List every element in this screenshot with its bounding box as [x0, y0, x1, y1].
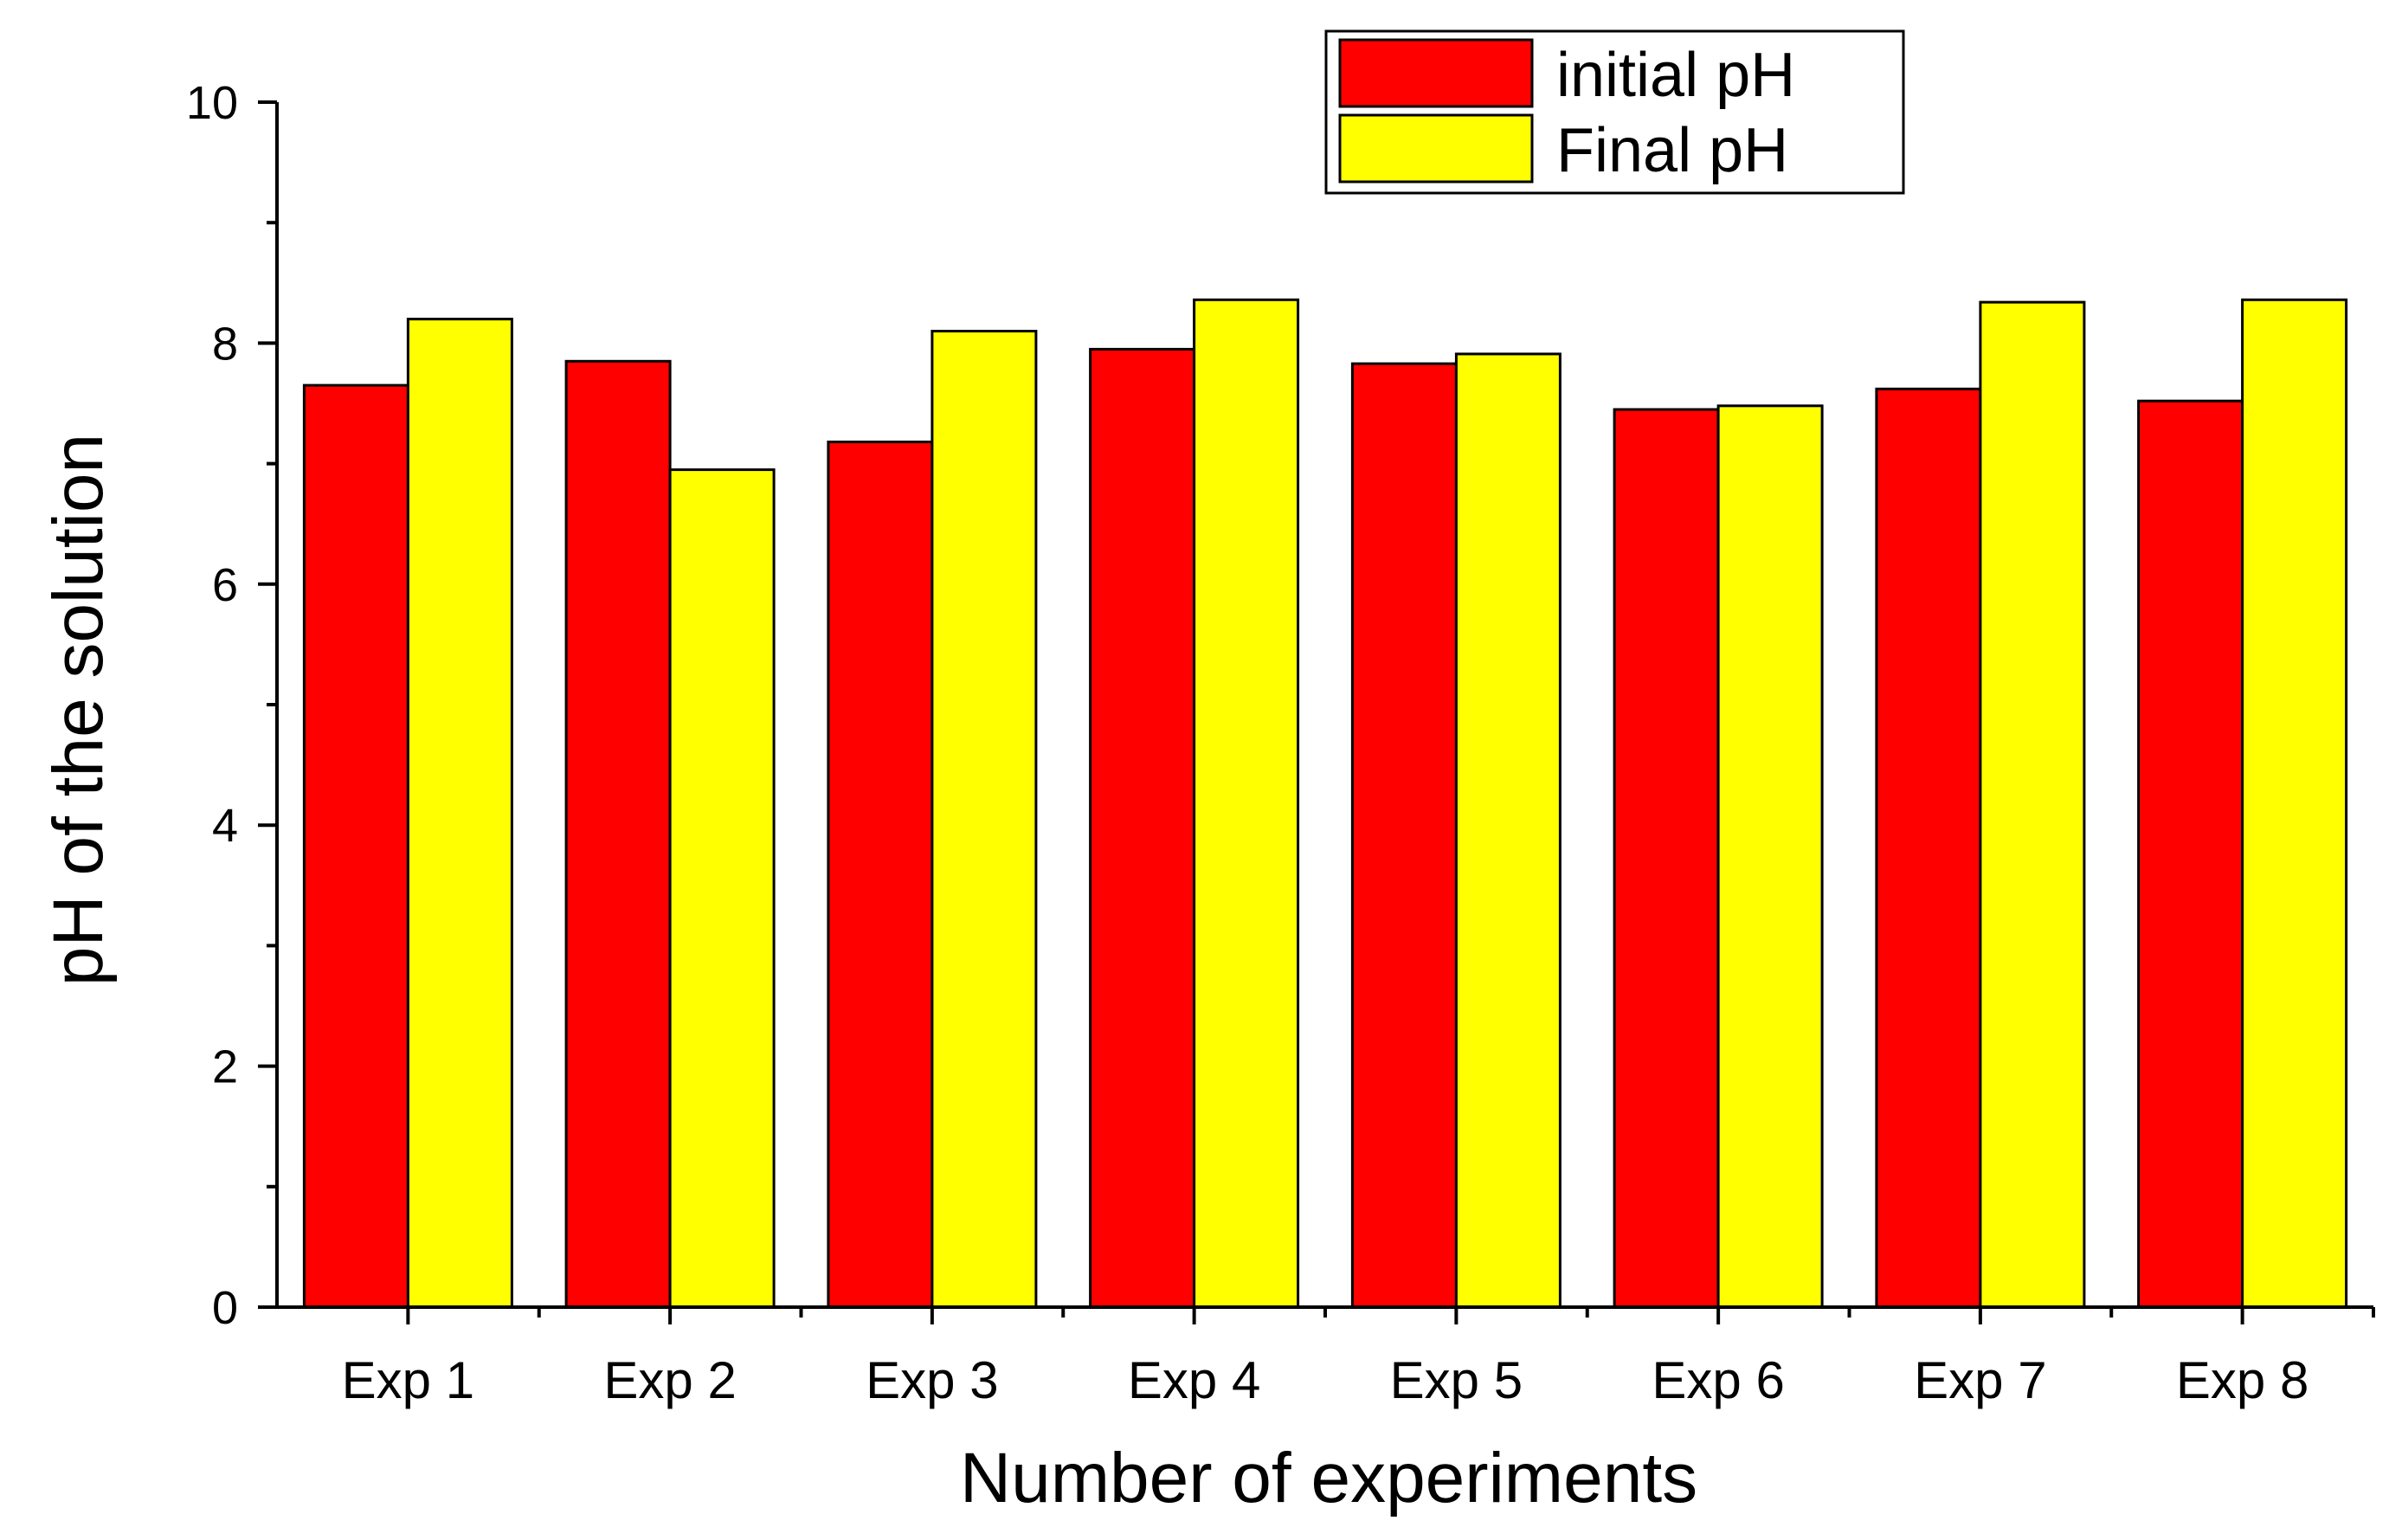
bar-final-ph-exp-6 — [1716, 404, 1824, 1309]
bar-initial-ph-exp-8 — [2137, 399, 2244, 1309]
bar-initial-ph-exp-1 — [302, 383, 409, 1309]
legend-swatch-initial-ph — [1338, 38, 1534, 108]
bar-initial-ph-exp-4 — [1089, 347, 1196, 1309]
bars-layer — [302, 298, 2348, 1309]
legend-label-final-ph: Final pH — [1556, 116, 1788, 185]
x-tick-label-exp-6: Exp 6 — [1652, 1351, 1784, 1409]
x-tick-label-exp-8: Exp 8 — [2176, 1351, 2309, 1409]
bar-initial-ph-exp-2 — [564, 359, 672, 1309]
y-tick-label-2: 2 — [212, 1041, 238, 1093]
y-tick-label-4: 4 — [212, 800, 238, 852]
legend: initial pH Final pH — [1324, 29, 1905, 195]
legend-swatch-final-ph — [1338, 113, 1534, 184]
bar-initial-ph-exp-6 — [1613, 408, 1720, 1309]
bar-final-ph-exp-2 — [668, 468, 776, 1309]
bar-initial-ph-exp-5 — [1350, 362, 1458, 1309]
y-tick-label-8: 8 — [212, 318, 238, 370]
bar-final-ph-exp-7 — [1979, 300, 2086, 1309]
bar-final-ph-exp-5 — [1454, 352, 1562, 1309]
x-tick-labels: Exp 1 Exp 2 Exp 3 Exp 4 Exp 5 Exp 6 Exp 7 Exp 8 — [342, 1351, 2309, 1409]
bar-final-ph-exp-4 — [1193, 298, 1300, 1309]
x-tick-label-exp-7: Exp 7 — [1914, 1351, 2046, 1409]
y-tick-labels: 0 2 4 6 8 10 — [186, 77, 238, 1334]
bar-final-ph-exp-8 — [2241, 298, 2348, 1309]
x-axis-title: Number of experiments — [960, 1439, 1697, 1517]
y-tick-label-10: 10 — [186, 77, 238, 129]
bar-final-ph-exp-3 — [930, 330, 1038, 1309]
x-tick-label-exp-5: Exp 5 — [1390, 1351, 1523, 1409]
bar-initial-ph-exp-7 — [1875, 387, 1982, 1309]
y-axis-title: pH of the solution — [39, 434, 118, 986]
x-tick-label-exp-3: Exp 3 — [866, 1351, 998, 1409]
y-tick-label-6: 6 — [212, 559, 238, 611]
x-tick-label-exp-1: Exp 1 — [342, 1351, 474, 1409]
legend-label-initial-ph: initial pH — [1556, 41, 1795, 110]
axes-layer — [258, 100, 2375, 1324]
bar-initial-ph-exp-3 — [827, 441, 934, 1309]
bar-final-ph-exp-1 — [406, 318, 513, 1309]
y-tick-label-0: 0 — [212, 1282, 238, 1334]
x-tick-label-exp-2: Exp 2 — [603, 1351, 736, 1409]
x-tick-label-exp-4: Exp 4 — [1128, 1351, 1260, 1409]
